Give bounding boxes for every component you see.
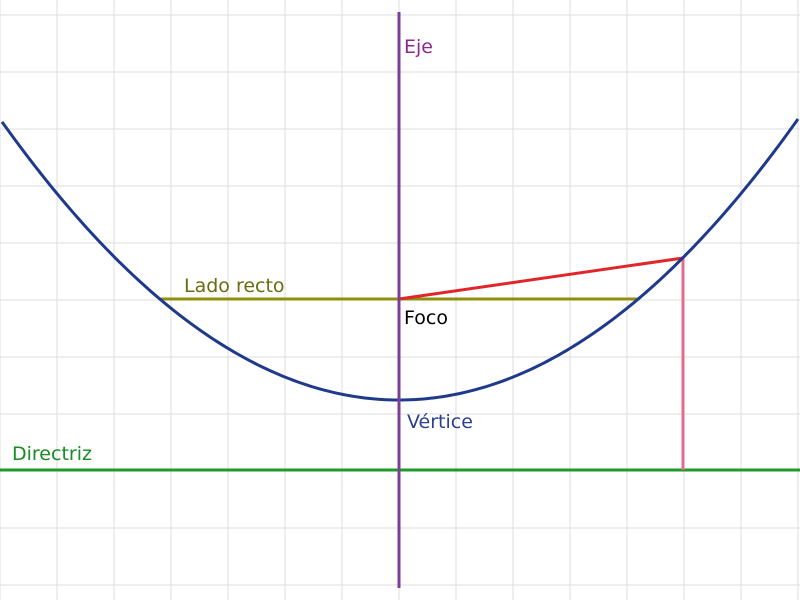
focus-label: Foco <box>404 307 448 329</box>
focal-radius-line <box>398 256 684 301</box>
vertex-label: Vértice <box>407 411 473 433</box>
latus-rectum-label: Lado recto <box>184 275 285 297</box>
directrix-label: Directriz <box>12 443 92 465</box>
axis-label: Eje <box>404 36 433 58</box>
